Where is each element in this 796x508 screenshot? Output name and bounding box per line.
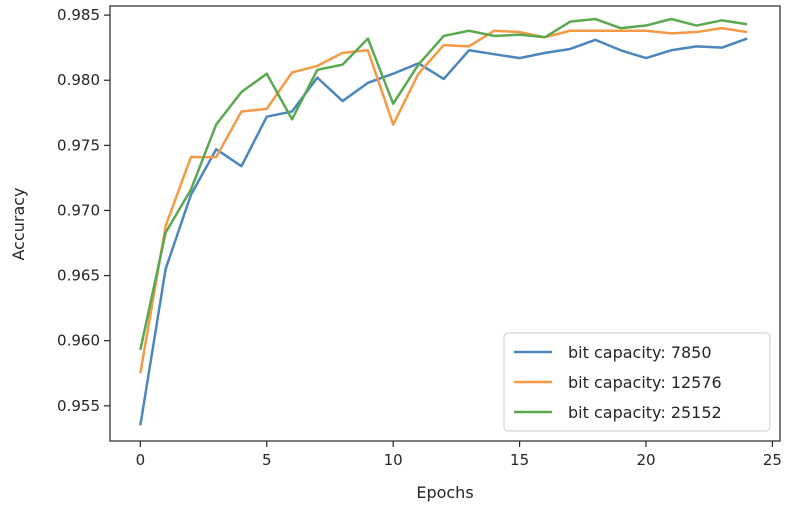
legend: bit capacity: 7850 bit capacity: 12576 b… bbox=[503, 332, 771, 432]
legend-label-25152: bit capacity: 25152 bbox=[568, 403, 722, 422]
x-axis-title: Epochs bbox=[416, 483, 473, 502]
x-tick-label: 15 bbox=[510, 451, 529, 469]
x-tick-label: 10 bbox=[384, 451, 403, 469]
y-tick-label: 0.970 bbox=[57, 201, 100, 219]
series-line-0 bbox=[139, 37, 748, 426]
series-line-1 bbox=[139, 26, 748, 374]
legend-label-12576: bit capacity: 12576 bbox=[568, 373, 722, 392]
legend-box bbox=[503, 332, 771, 432]
x-tick-label: 0 bbox=[136, 451, 146, 469]
x-tick-label: 20 bbox=[636, 451, 655, 469]
x-tick-label: 25 bbox=[763, 451, 782, 469]
y-axis-title: Accuracy bbox=[9, 187, 28, 260]
y-tick-label: 0.975 bbox=[57, 136, 100, 154]
y-tick-label: 0.980 bbox=[57, 71, 100, 89]
y-tick-label: 0.960 bbox=[57, 332, 100, 350]
y-tick-label: 0.955 bbox=[57, 397, 100, 415]
tick-layer: 0 5 10 15 20 25 0.955 0.960 0.965 0.970 0.975 0.980… bbox=[57, 6, 782, 469]
y-tick-label: 0.965 bbox=[57, 267, 100, 285]
series-layer bbox=[139, 17, 748, 426]
x-tick-label: 5 bbox=[262, 451, 272, 469]
legend-label-7850: bit capacity: 7850 bbox=[568, 343, 712, 362]
series-line-2 bbox=[139, 17, 748, 351]
y-tick-label: 0.985 bbox=[57, 6, 100, 24]
